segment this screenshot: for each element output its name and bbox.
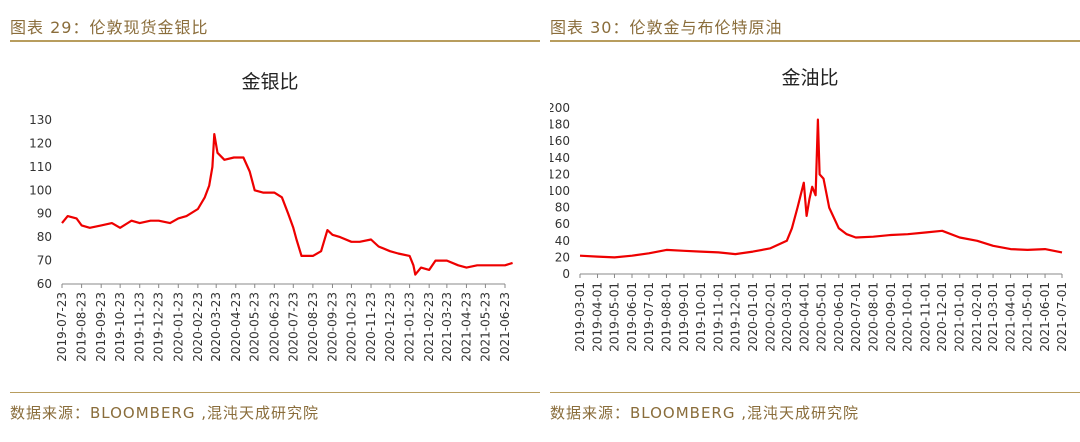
go-series-line xyxy=(579,118,1063,259)
x-tick-label: 2019-10-23 xyxy=(113,292,127,362)
x-tick-label: 2021-01-01 xyxy=(953,282,967,352)
x-tick-label: 2019-05-01 xyxy=(607,282,621,352)
x-tick-label: 2019-11-01 xyxy=(711,282,725,352)
x-tick-label: 2020-08-23 xyxy=(306,292,320,362)
x-tick-label: 2019-04-01 xyxy=(591,282,605,352)
y-tick-label: 60 xyxy=(37,277,52,291)
left-panel: 图表 29：伦敦现货金银比 金银比 60 70 80 90 100 110 120 130 201… xyxy=(10,0,540,442)
left-bottom-rule xyxy=(10,392,540,393)
x-tick-label: 2020-10-23 xyxy=(344,292,358,362)
x-tick-label: 2019-07-23 xyxy=(55,292,69,362)
y-tick-label: 180 xyxy=(550,118,570,132)
x-tick-label: 2020-05-23 xyxy=(248,292,262,362)
y-tick-label: 0 xyxy=(562,267,570,281)
x-tick-label: 2020-11-01 xyxy=(918,282,932,352)
x-tick-label: 2020-03-01 xyxy=(780,282,794,352)
x-tick-label: 2021-05-23 xyxy=(478,292,492,362)
x-tick-label: 2019-11-23 xyxy=(133,292,147,362)
x-tick-label: 2021-06-23 xyxy=(498,292,512,362)
x-tick-label: 2019-12-23 xyxy=(152,292,166,362)
gold-oil-ratio-chart: 金油比 0 20 40 60 80 100 120 140 160 180 200 2019-03-01… xyxy=(550,67,1069,352)
y-tick-label: 80 xyxy=(37,230,52,244)
y-tick-label: 120 xyxy=(550,167,570,181)
x-tick-label: 2020-06-23 xyxy=(267,292,281,362)
x-tick-label: 2020-09-23 xyxy=(325,292,339,362)
x-tick-label: 2019-06-01 xyxy=(625,282,639,352)
x-tick-label: 2019-09-01 xyxy=(677,282,691,352)
y-tick-label: 80 xyxy=(555,201,570,215)
x-tick-label: 2021-07-01 xyxy=(1055,282,1069,352)
y-tick-label: 20 xyxy=(555,250,570,264)
y-tick-label: 90 xyxy=(37,207,52,221)
x-tick-label: 2021-02-01 xyxy=(970,282,984,352)
x-tick-label: 2020-01-23 xyxy=(171,292,185,362)
x-tick-label: 2020-08-01 xyxy=(866,282,880,352)
y-tick-label: 110 xyxy=(29,160,52,174)
x-tick-label: 2021-02-23 xyxy=(422,292,436,362)
y-tick-label: 160 xyxy=(550,134,570,148)
x-tick-label: 2020-01-01 xyxy=(746,282,760,352)
x-tick-label: 2020-02-23 xyxy=(191,292,205,362)
x-tick-label: 2020-04-01 xyxy=(797,282,811,352)
y-tick-label: 100 xyxy=(29,183,52,197)
x-tick-label: 2019-08-01 xyxy=(659,282,673,352)
x-tick-label: 2021-06-01 xyxy=(1038,282,1052,352)
x-tick-label: 2020-05-01 xyxy=(814,282,828,352)
right-source-note: 数据来源：BLOOMBERG ,混沌天成研究院 xyxy=(550,404,860,422)
x-tick-label: 2019-07-01 xyxy=(642,282,656,352)
x-tick-label: 2021-03-01 xyxy=(986,282,1000,352)
x-tick-label: 2021-04-01 xyxy=(1004,282,1018,352)
y-tick-label: 120 xyxy=(29,136,52,150)
y-tick-label: 40 xyxy=(555,234,570,248)
y-tick-label: 200 xyxy=(550,101,570,115)
chart-title: 金油比 xyxy=(781,67,838,89)
y-tick-label: 70 xyxy=(37,254,52,268)
y-tick-label: 140 xyxy=(550,151,570,165)
x-tick-label: 2020-10-01 xyxy=(901,282,915,352)
x-tick-label: 2021-01-23 xyxy=(403,292,417,362)
y-tick-label: 100 xyxy=(550,184,570,198)
x-tick-label: 2020-02-01 xyxy=(763,282,777,352)
gold-silver-ratio-chart: 金银比 60 70 80 90 100 110 120 130 2019-07-23 2019-08… xyxy=(29,71,513,362)
x-tick-label: 2021-04-23 xyxy=(459,292,473,362)
x-tick-label: 2019-08-23 xyxy=(75,292,89,362)
x-tick-label: 2020-12-01 xyxy=(935,282,949,352)
x-tick-label: 2019-03-01 xyxy=(573,282,587,352)
gs-series-line xyxy=(61,132,513,276)
x-tick-label: 2020-12-23 xyxy=(383,292,397,362)
x-tick-label: 2020-07-01 xyxy=(849,282,863,352)
left-figure-title: 图表 29：伦敦现货金银比 xyxy=(10,18,209,37)
x-tick-label: 2021-03-23 xyxy=(440,292,454,362)
x-tick-label: 2021-05-01 xyxy=(1021,282,1035,352)
x-tick-label: 2020-11-23 xyxy=(364,292,378,362)
right-bottom-rule xyxy=(550,392,1080,393)
x-tick-label: 2020-04-23 xyxy=(229,292,243,362)
x-tick-label: 2020-07-23 xyxy=(286,292,300,362)
chart-title: 金银比 xyxy=(241,71,298,93)
y-tick-label: 60 xyxy=(555,217,570,231)
x-tick-label: 2020-09-01 xyxy=(884,282,898,352)
left-top-rule xyxy=(10,40,540,42)
right-top-rule xyxy=(550,40,1080,42)
right-panel: 图表 30：伦敦金与布伦特原油 金油比 0 20 40 60 80 100 120 140 160… xyxy=(550,0,1080,442)
x-tick-label: 2020-03-23 xyxy=(209,292,223,362)
y-tick-label: 130 xyxy=(29,113,52,127)
right-figure-title: 图表 30：伦敦金与布伦特原油 xyxy=(550,18,783,37)
x-tick-label: 2019-10-01 xyxy=(694,282,708,352)
x-tick-label: 2019-09-23 xyxy=(94,292,108,362)
left-source-note: 数据来源：BLOOMBERG ,混沌天成研究院 xyxy=(10,404,320,422)
x-tick-label: 2020-06-01 xyxy=(832,282,846,352)
x-tick-label: 2019-12-01 xyxy=(728,282,742,352)
